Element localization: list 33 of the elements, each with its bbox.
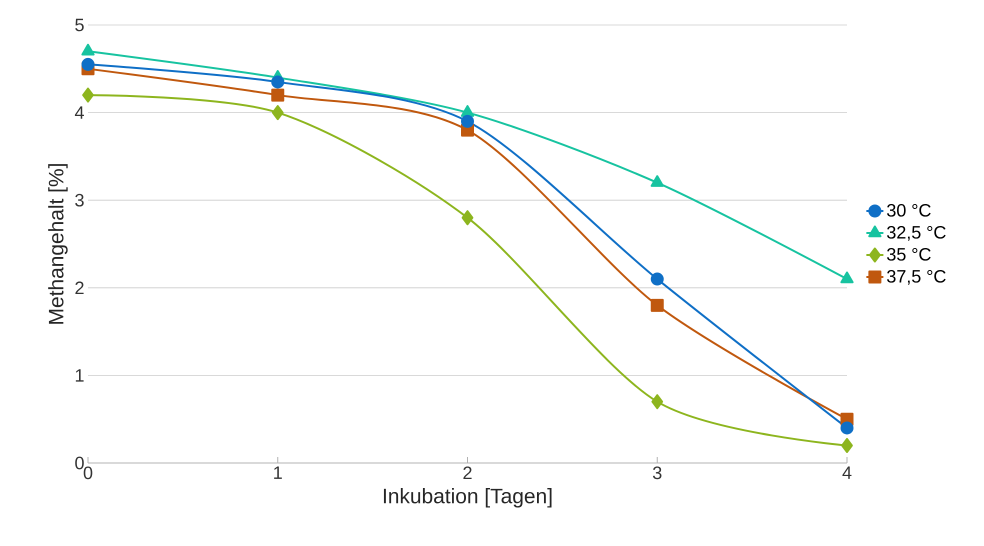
legend-label: 37,5 °C [887,270,946,285]
y-tick-label: 3 [75,194,84,207]
point [651,394,664,410]
y-tick-label: 4 [74,106,84,119]
point [82,88,94,103]
legend-label: 30 °C [887,204,931,217]
point [650,175,664,187]
point [462,210,474,226]
point [271,88,284,102]
x-tick-label: 0 [84,466,92,480]
point [461,114,474,128]
x-axis-title: Inkubation [Tagen] [384,488,552,508]
x-tick-label: 3 [652,466,662,480]
x-tick-label: 2 [463,466,472,480]
point [81,44,95,56]
point [650,272,664,286]
point [840,421,854,434]
y-tick-label: 0 [75,456,84,470]
point [840,272,854,284]
x-tick-label: 4 [842,466,852,479]
y-tick-label: 1 [76,369,84,382]
point [460,105,474,117]
y-axis-title: Methangehalt [%] [48,164,68,324]
point [272,105,284,120]
point [841,438,853,453]
x-tick-label: 1 [274,466,282,479]
point [82,58,94,71]
legend-label: 35 °C [887,248,931,261]
point [650,298,664,312]
legend-label: 32,5 °C [887,226,946,241]
y-tick-label: 2 [75,282,84,294]
y-tick-label: 5 [75,18,84,32]
point [271,75,284,88]
